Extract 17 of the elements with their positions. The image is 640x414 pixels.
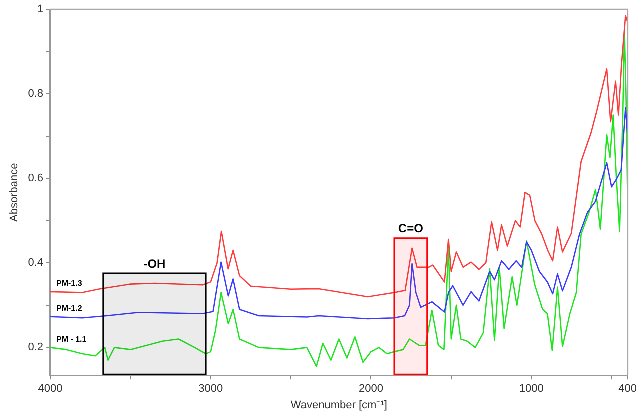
- band-label: C=O: [398, 222, 424, 236]
- x-tick-label: 1000: [519, 383, 544, 396]
- x-tick-label: 4000: [38, 383, 63, 396]
- series-label: PM - 1.1: [56, 334, 88, 344]
- y-tick-label: 1: [37, 4, 44, 16]
- x-axis-title: Wavenumber [cm⁻¹]: [290, 399, 388, 412]
- x-tick-label: 400: [618, 383, 638, 396]
- y-axis-title: Absorbance: [8, 163, 21, 222]
- y-tick-label: 0.2: [28, 342, 44, 354]
- y-tick-label: 0.4: [28, 257, 44, 270]
- y-tick-label: 0.8: [28, 88, 44, 100]
- x-tick-label: 2000: [358, 383, 384, 396]
- x-tick-label: 3000: [198, 383, 224, 396]
- band-label: -OH: [144, 256, 166, 271]
- y-tick-label: 0.6: [28, 172, 44, 185]
- series-label: PM-1.3: [56, 279, 83, 288]
- series-label: PM-1.2: [56, 304, 83, 314]
